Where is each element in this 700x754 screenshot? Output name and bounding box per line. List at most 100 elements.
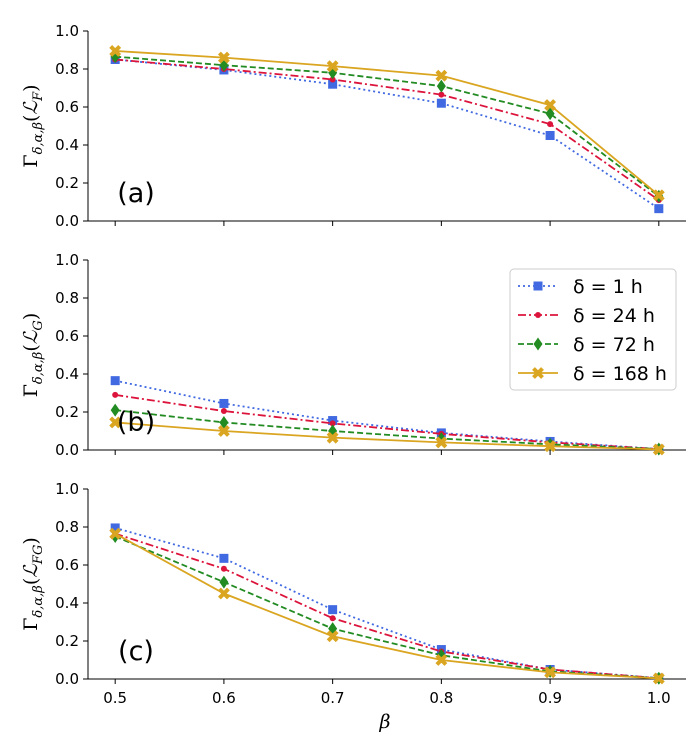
series-line (114, 379, 659, 450)
legend-box (509, 268, 677, 391)
data-point (435, 69, 448, 82)
data-point (545, 107, 555, 121)
data-point (217, 587, 230, 600)
x-tick-label: 0.9 (538, 689, 562, 707)
y-tick-label: 1.0 (55, 480, 79, 498)
data-point (326, 60, 339, 73)
panel-3: 0.0 0.2 0.4 0.6 0.8 1.0 0.5 0.6 0.7 0.8 0.9 1.0 (c) Γ… (20, 480, 686, 707)
data-point (438, 91, 445, 98)
series-line (114, 532, 659, 680)
y-tick-label: 0.0 (55, 212, 79, 230)
y-tick-label: 0.6 (55, 556, 79, 574)
y-tick-label: 0.0 (55, 441, 79, 459)
x-tick-label: 0.5 (103, 689, 127, 707)
y-tick-label: 0.2 (55, 174, 79, 192)
y-tick-label: 1.0 (55, 22, 79, 40)
y-axis-label: Γδ,α,β(ℒG) (20, 313, 46, 398)
data-point (220, 565, 227, 572)
data-point (547, 121, 554, 128)
panel-label: (c) (118, 636, 154, 667)
data-point (217, 425, 230, 437)
series-2 (112, 391, 662, 453)
series-4 (109, 527, 665, 685)
series-line (115, 50, 660, 197)
data-point (219, 415, 229, 429)
y-tick-label: 0.2 (55, 403, 79, 421)
series-line (115, 58, 660, 201)
series-4 (109, 45, 665, 202)
data-point (219, 575, 229, 589)
panel-2: 0.0 0.2 0.4 0.6 0.8 1.0 (b) Γδ,α,β(ℒG) (20, 251, 686, 459)
y-tick-label: 0.2 (55, 632, 79, 650)
y-tick-label: 0.8 (55, 289, 79, 307)
data-point (109, 416, 122, 429)
panel-label: (a) (117, 178, 155, 209)
data-point (329, 76, 336, 83)
legend-label: δ = 1 h (573, 276, 643, 298)
data-point (109, 527, 122, 540)
x-tick-label: 0.7 (321, 689, 345, 707)
data-point (329, 420, 336, 427)
series-line (114, 527, 659, 679)
x-tick-label: 0.8 (429, 689, 453, 707)
y-tick-label: 0.8 (55, 518, 79, 536)
data-point (110, 376, 120, 386)
data-point (544, 99, 557, 112)
legend: δ = 1 h δ = 24 h δ = 72 h δ = 168 h (509, 268, 677, 391)
legend-item: δ = 1 h (518, 276, 643, 298)
y-axis-label: Γδ,α,β(ℒFG) (20, 537, 46, 631)
x-tick-label: 1.0 (647, 689, 671, 707)
series-3 (110, 50, 664, 203)
y-tick-label: 0.6 (55, 98, 79, 116)
series-line (115, 421, 659, 451)
data-point (435, 436, 448, 449)
series-4 (109, 416, 665, 456)
data-point (326, 431, 339, 444)
data-point (654, 204, 664, 214)
data-point (328, 79, 338, 89)
x-axis-label: β (379, 711, 391, 733)
data-point (219, 553, 229, 563)
legend-label: δ = 168 h (573, 363, 667, 385)
data-point (217, 51, 230, 64)
legend-label: δ = 72 h (573, 334, 655, 356)
data-point (109, 45, 122, 57)
data-point (329, 615, 336, 622)
series-3 (110, 530, 664, 685)
y-tick-label: 0.0 (55, 670, 79, 688)
data-point (652, 672, 665, 685)
legend-label: δ = 24 h (573, 305, 655, 327)
y-tick-label: 0.4 (55, 365, 79, 383)
data-point (435, 654, 448, 666)
data-point (110, 523, 120, 533)
y-tick-label: 0.6 (55, 327, 79, 345)
y-tick-label: 1.0 (55, 251, 79, 269)
data-point (545, 131, 555, 140)
series-2 (112, 530, 662, 682)
legend-item: δ = 168 h (518, 363, 667, 385)
series-1 (110, 523, 664, 683)
data-point (436, 79, 446, 93)
series-line (114, 532, 659, 680)
panel-1: 0.0 0.2 0.4 0.6 0.8 1.0 (a) Γδ,α,β(ℒF) (20, 22, 686, 230)
data-point (436, 98, 446, 108)
data-point (652, 443, 665, 456)
y-tick-label: 0.8 (55, 60, 79, 78)
legend-marker (535, 312, 541, 318)
data-point (328, 605, 338, 615)
data-point (544, 666, 557, 679)
y-axis-label: Γδ,α,β(ℒF) (20, 84, 46, 167)
y-tick-label: 0.4 (55, 136, 79, 154)
data-point (326, 630, 339, 643)
data-point (219, 398, 229, 408)
legend-marker (532, 367, 544, 379)
legend-item: δ = 72 h (518, 334, 655, 356)
series-line (114, 535, 659, 680)
series-line (115, 394, 659, 450)
x-tick-label: 0.6 (212, 689, 236, 707)
series-line (115, 409, 659, 450)
legend-item: δ = 24 h (518, 305, 655, 327)
data-point (652, 189, 665, 202)
data-point (112, 391, 119, 398)
